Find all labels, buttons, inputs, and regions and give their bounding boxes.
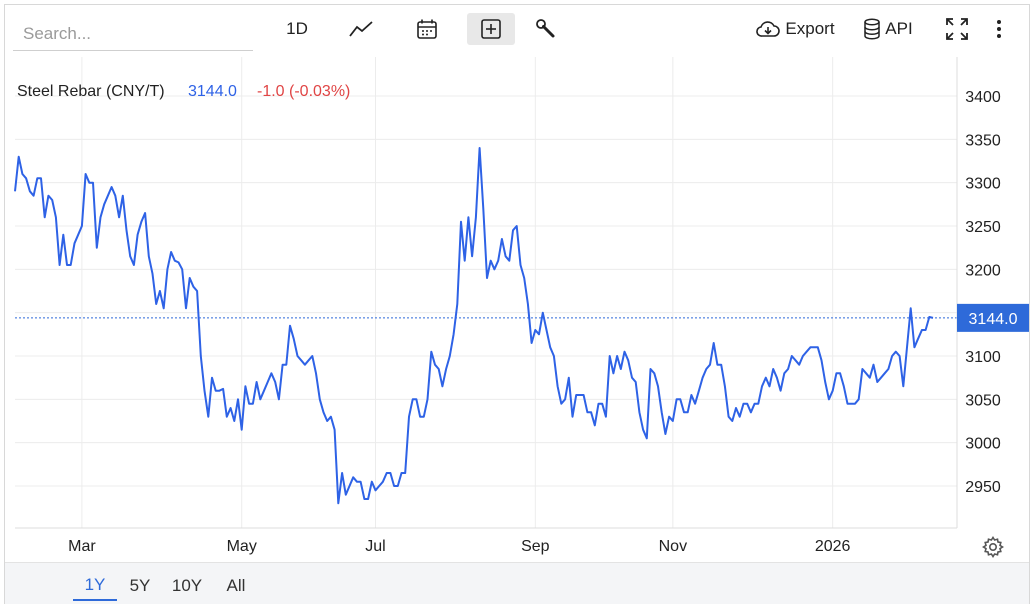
y-tick-label: 3350 xyxy=(965,132,1001,149)
y-tick-label: 3050 xyxy=(965,392,1001,409)
plus-box-icon xyxy=(480,18,502,40)
y-tick-label: 3000 xyxy=(965,436,1001,453)
compare-button[interactable] xyxy=(467,13,515,45)
database-icon xyxy=(863,18,881,40)
fullscreen-button[interactable] xyxy=(941,13,973,45)
fullscreen-icon xyxy=(945,17,969,41)
series-line xyxy=(14,147,934,505)
range-tab-label: 10Y xyxy=(171,576,203,595)
x-tick-label: Nov xyxy=(659,538,687,555)
toolbar: 1D xyxy=(5,5,1029,55)
gear-icon xyxy=(981,536,1005,563)
range-tab-label: 1Y xyxy=(84,575,106,594)
y-tick-label: 3250 xyxy=(965,219,1001,236)
range-tab-10y[interactable]: 10Y xyxy=(165,571,209,601)
interval-label: 1D xyxy=(286,19,308,38)
api-label: API xyxy=(885,19,913,38)
interval-button[interactable]: 1D xyxy=(277,13,317,45)
y-tick-label: 3400 xyxy=(965,89,1001,106)
legend-series-name: Steel Rebar (CNY/T) xyxy=(17,83,165,100)
more-vertical-icon xyxy=(996,19,1002,39)
last-price-label: 3144.0 xyxy=(969,311,1018,328)
x-tick-label: May xyxy=(227,538,257,555)
export-button[interactable]: Export xyxy=(749,13,841,45)
chart-settings-button[interactable] xyxy=(981,535,1005,559)
y-tick-label: 3200 xyxy=(965,262,1001,279)
y-tick-label: 2950 xyxy=(965,479,1001,496)
x-tick-label: 2026 xyxy=(815,538,851,555)
range-tab-5y[interactable]: 5Y xyxy=(121,571,159,601)
range-selector: 1Y 5Y 10Y All xyxy=(5,562,1029,604)
y-tick-label: 3100 xyxy=(965,349,1001,366)
y-tick-label: 3300 xyxy=(965,176,1001,193)
price-chart[interactable]: 2950300030503100315032003250330033503400… xyxy=(5,5,1029,565)
line-chart-icon xyxy=(349,20,373,38)
wrench-icon xyxy=(534,18,556,40)
range-tab-all[interactable]: All xyxy=(217,571,255,601)
x-tick-label: Mar xyxy=(68,538,96,555)
tools-button[interactable] xyxy=(527,13,563,45)
legend-change: -1.0 (-0.03%) xyxy=(257,83,350,100)
calendar-icon xyxy=(416,18,438,40)
api-button[interactable]: API xyxy=(857,13,919,45)
range-tab-label: 5Y xyxy=(129,576,151,595)
more-button[interactable] xyxy=(987,13,1011,45)
calendar-button[interactable] xyxy=(407,13,447,45)
legend-value: 3144.0 xyxy=(188,83,237,100)
range-tab-label: All xyxy=(226,576,246,595)
cloud-download-icon xyxy=(755,19,781,39)
search-input[interactable] xyxy=(13,17,253,51)
range-tab-1y[interactable]: 1Y xyxy=(73,571,117,601)
x-tick-label: Sep xyxy=(521,538,550,555)
export-label: Export xyxy=(785,19,835,38)
last-price-tag xyxy=(957,303,1029,332)
x-tick-label: Jul xyxy=(365,538,385,555)
chart-widget: 1D xyxy=(4,4,1030,604)
line-type-button[interactable] xyxy=(341,13,381,45)
